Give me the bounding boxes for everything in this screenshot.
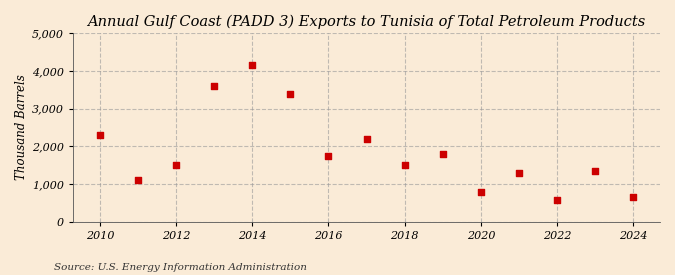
Title: Annual Gulf Coast (PADD 3) Exports to Tunisia of Total Petroleum Products: Annual Gulf Coast (PADD 3) Exports to Tu…: [88, 15, 646, 29]
Point: [323, 153, 334, 158]
Point: [285, 91, 296, 96]
Point: [132, 178, 143, 183]
Point: [361, 137, 372, 141]
Point: [209, 84, 219, 88]
Point: [437, 152, 448, 156]
Point: [551, 198, 562, 202]
Text: Source: U.S. Energy Information Administration: Source: U.S. Energy Information Administ…: [54, 263, 307, 272]
Point: [247, 63, 258, 68]
Point: [628, 195, 639, 199]
Point: [95, 133, 105, 137]
Point: [590, 169, 601, 173]
Point: [171, 163, 182, 167]
Point: [514, 170, 524, 175]
Point: [475, 189, 486, 194]
Y-axis label: Thousand Barrels: Thousand Barrels: [15, 75, 28, 180]
Point: [400, 163, 410, 167]
